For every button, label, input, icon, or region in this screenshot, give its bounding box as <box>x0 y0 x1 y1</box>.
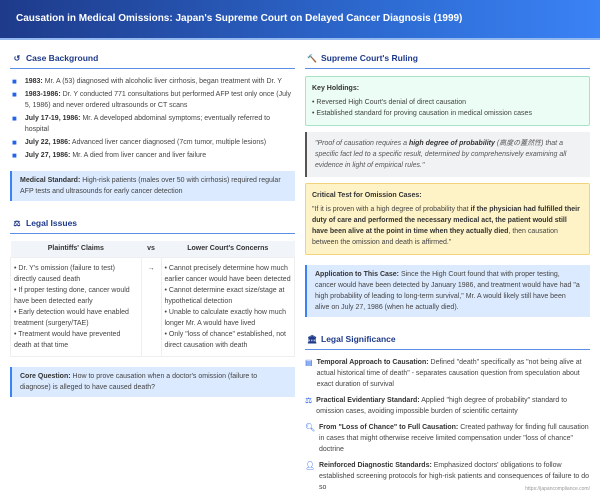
item-label: 1983: <box>24 78 43 85</box>
list-item: ■ July 27, 1986: Mr. A died from liver ca… <box>12 150 295 161</box>
concerns-cell: • Cannot precisely determine how much ea… <box>160 256 295 357</box>
concern: • Unable to calculate exactly how much l… <box>164 308 287 327</box>
note-text: High-risk patients (males over 50 with c… <box>20 177 281 195</box>
medical-standard-note: Medical Standard: High-risk patients (ma… <box>10 171 295 201</box>
claims-cell: • Dr. Y's omission (failure to test) dir… <box>10 256 142 357</box>
item-label: 1983-1986: <box>24 91 61 98</box>
bullet-icon: ■ <box>12 77 17 86</box>
holding: • Reversed High Court's denial of direct… <box>312 99 466 106</box>
critical-test-box: Critical Test for Omission Cases: "If it… <box>305 183 590 255</box>
holding: • Established standard for proving causa… <box>312 110 532 117</box>
quote-text: "Proof of causation requires a <box>315 140 409 147</box>
test-text: , then causation between the omission an… <box>312 228 558 246</box>
heading-text: Case Background <box>26 53 99 63</box>
ruling-heading: 🔨 Supreme Court's Ruling <box>305 48 590 69</box>
vs-header: vs <box>141 241 161 257</box>
item-label: Reinforced Diagnostic Standards: <box>319 462 432 469</box>
footer-url: https://japancompliance.com/ <box>525 486 590 492</box>
claim: • If proper testing done, cancer would h… <box>14 286 130 305</box>
test-emphasis: if the physician had fulfilled their dut… <box>312 206 580 235</box>
claim: • Early detection would have enabled tre… <box>14 308 129 327</box>
concern: • Cannot precisely determine how much ea… <box>164 264 291 283</box>
item-text: Emphasized doctors' obligations to follo… <box>319 462 590 491</box>
core-question-note: Core Question: How to prove causation wh… <box>10 366 295 397</box>
history-icon: ↺ <box>13 54 21 63</box>
heading-text: Supreme Court's Ruling <box>321 53 418 63</box>
note-text: How to prove causation when a doctor's o… <box>20 372 258 391</box>
heading-text: Legal Issues <box>26 218 78 228</box>
application-note: Application to This Case: Since the High… <box>305 265 590 317</box>
column-header: Lower Court's Concerns <box>161 241 295 257</box>
bullet-icon: ■ <box>12 114 17 123</box>
note-label: Application to This Case: <box>315 271 400 278</box>
scale-icon: ⚖ <box>13 219 21 228</box>
significance-item: 🔍︎ From "Loss of Chance" to Full Causatio… <box>305 422 590 455</box>
item-label: July 22, 1986: <box>24 139 71 146</box>
claim: • Dr. Y's omission (failure to test) dir… <box>14 264 115 283</box>
right-column: 🔨 Supreme Court's Ruling Key Holdings: • … <box>305 48 590 498</box>
page-title: Causation in Medical Omissions: Japan's … <box>0 0 600 40</box>
item-text: Mr. A (53) diagnosed with alcoholic live… <box>42 78 282 85</box>
timeline-list: ■ 1983: Mr. A (53) diagnosed with alcohol… <box>10 76 295 161</box>
user-icon: 👤︎ <box>305 461 316 470</box>
item-label: July 27, 1986: <box>24 152 71 159</box>
quote-text: (高度の蓋然性) that a specific fact led to a s… <box>315 140 567 169</box>
significance-item: ⚖ Practical Evidentiary Standard: Applied… <box>305 395 590 417</box>
concern: • Only "loss of chance" established, not… <box>164 330 286 349</box>
legal-issues-heading: ⚖ Legal Issues <box>10 213 295 234</box>
quote-emphasis: high degree of probability <box>408 140 495 147</box>
bullet-icon: ■ <box>12 138 17 147</box>
item-label: Practical Evidentiary Standard: <box>316 397 420 404</box>
test-text: "If it is proven with a high degree of p… <box>312 206 471 213</box>
box-title: Key Holdings: <box>312 85 360 92</box>
left-column: ↺ Case Background ■ 1983: Mr. A (53) diagn… <box>10 48 295 409</box>
calendar-icon: ▤ <box>305 358 313 367</box>
case-background-heading: ↺ Case Background <box>10 48 295 69</box>
significance-item: ▤ Temporal Approach to Causation: Defined… <box>305 357 590 390</box>
item-text: Mr. A died from liver cancer and liver f… <box>70 152 207 159</box>
item-text: Mr. A developed abdominal symptoms; even… <box>24 115 270 133</box>
note-text: Since the High Court found that with pro… <box>315 271 580 311</box>
list-item: ■ 1983: Mr. A (53) diagnosed with alcohol… <box>12 76 295 87</box>
search-icon: 🔍︎ <box>305 423 316 432</box>
note-label: Medical Standard: <box>20 177 81 184</box>
list-item: ■ July 22, 1986: Advanced liver cancer di… <box>12 137 295 148</box>
note-label: Core Question: <box>20 372 71 380</box>
concern: • Cannot determine exact size/stage at h… <box>164 286 285 305</box>
gavel-icon: 🔨 <box>307 54 317 63</box>
bullet-icon: ■ <box>12 90 17 99</box>
institution-icon: 🏛 <box>307 335 318 344</box>
item-text: Dr. Y conducted 771 consultations but pe… <box>24 91 292 109</box>
scale-icon: ⚖ <box>305 396 313 405</box>
significance-item: 👤︎ Reinforced Diagnostic Standards: Empha… <box>305 460 590 493</box>
item-text: Defined "death" specifically as "not bei… <box>316 359 582 388</box>
column-header: Plaintiffs' Claims <box>10 241 142 257</box>
significance-heading: 🏛 Legal Significance <box>305 329 590 350</box>
court-quote: "Proof of causation requires a high degr… <box>305 132 590 177</box>
item-label: From "Loss of Chance" to Full Causation: <box>319 424 459 431</box>
bullet-icon: ■ <box>12 151 17 160</box>
item-text: Advanced liver cancer diagnosed (7cm tum… <box>70 139 267 146</box>
list-item: ■ 1983-1986: Dr. Y conducted 771 consulta… <box>12 89 295 111</box>
comparison-table: Plaintiffs' Claims vs Lower Court's Concer… <box>10 241 295 357</box>
item-label: Temporal Approach to Causation: <box>316 359 429 366</box>
item-text: Created pathway for finding full causati… <box>319 424 589 453</box>
heading-text: Legal Significance <box>321 334 396 344</box>
item-label: July 17-19, 1986: <box>24 115 81 122</box>
arrow-icon: → <box>140 256 162 357</box>
item-text: Applied "high degree of probability" sta… <box>316 397 568 415</box>
claim: • Treatment would have prevented death a… <box>14 330 121 349</box>
list-item: ■ July 17-19, 1986: Mr. A developed abdom… <box>12 113 295 135</box>
key-holdings-box: Key Holdings: • Reversed High Court's de… <box>305 76 590 126</box>
box-title: Critical Test for Omission Cases: <box>312 192 422 199</box>
